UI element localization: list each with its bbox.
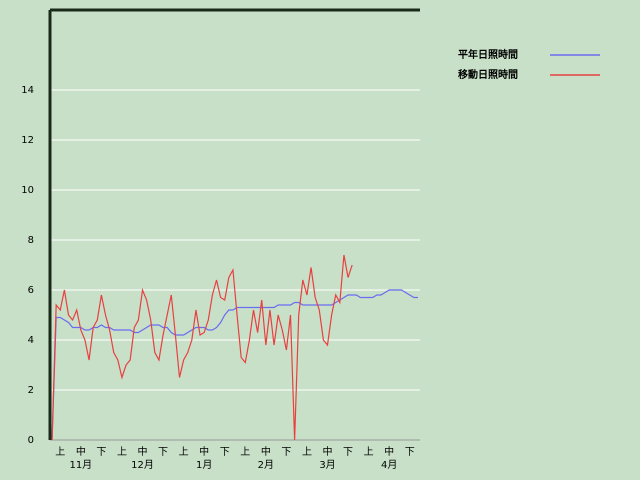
x-tick-label: 上 [302, 446, 312, 458]
x-tick-label: 中 [261, 445, 271, 458]
y-tick-label: 4 [28, 335, 34, 346]
y-tick-label: 2 [28, 385, 34, 396]
y-tick-label: 14 [21, 85, 34, 96]
line-series [51, 289, 418, 441]
x-tick-label: 下 [281, 447, 291, 458]
x-tick-label: 上 [117, 446, 127, 458]
month-label: 1月 [196, 459, 212, 471]
month-label: 12月 [131, 459, 154, 471]
legend-label: 移動日照時間 [458, 68, 518, 81]
x-tick-label: 上 [179, 446, 189, 458]
y-tick-label: 10 [21, 185, 34, 196]
x-tick-label: 中 [323, 445, 333, 458]
x-tick-label: 上 [240, 446, 250, 458]
x-tick-label: 中 [138, 445, 148, 458]
month-label: 11月 [69, 459, 92, 471]
month-label: 4月 [381, 459, 397, 471]
y-tick-label: 0 [28, 435, 34, 446]
x-tick-label: 中 [76, 445, 86, 458]
x-tick-label: 下 [96, 447, 106, 458]
x-tick-label: 下 [405, 447, 415, 458]
legend-label: 平年日照時間 [458, 48, 518, 61]
x-tick-label: 下 [343, 447, 353, 458]
x-tick-label: 中 [199, 445, 209, 458]
line-series [51, 254, 353, 441]
x-tick-label: 中 [384, 445, 394, 458]
y-tick-label: 8 [28, 235, 34, 246]
x-tick-label: 下 [220, 447, 230, 458]
x-tick-label: 下 [158, 447, 168, 458]
y-tick-label: 12 [21, 135, 34, 146]
x-tick-label: 上 [55, 446, 65, 458]
y-tick-label: 6 [28, 285, 34, 296]
x-tick-label: 上 [364, 446, 374, 458]
month-label: 3月 [319, 459, 335, 471]
month-label: 2月 [258, 459, 274, 471]
